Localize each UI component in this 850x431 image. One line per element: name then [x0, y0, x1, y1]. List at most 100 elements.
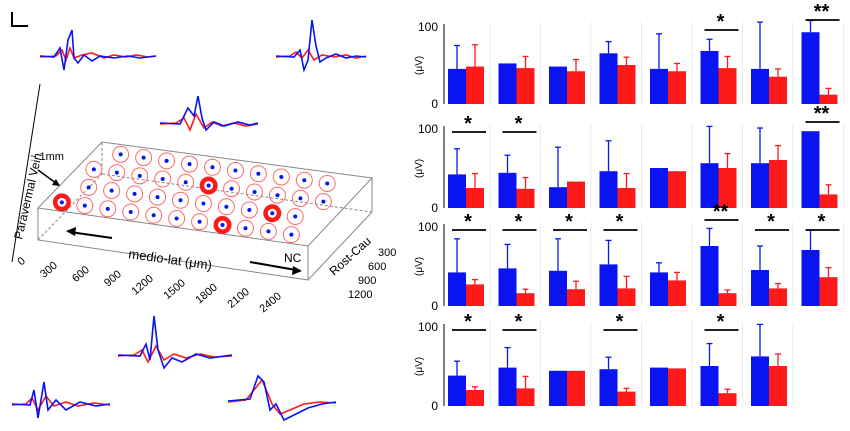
electrode	[282, 226, 300, 244]
electrode-dot	[256, 171, 261, 176]
bar-red	[668, 280, 686, 306]
y-tick-label: 0	[431, 399, 438, 413]
electrode-active-dot	[220, 222, 225, 227]
bar-red	[466, 284, 484, 306]
bar-red	[567, 181, 585, 208]
electrode	[99, 200, 117, 218]
electrode	[194, 195, 212, 213]
electrode-dot	[325, 181, 330, 186]
electrode-dot	[247, 207, 252, 212]
electrode-dot	[164, 158, 169, 163]
bar-red	[567, 289, 585, 306]
bar-blue	[498, 268, 517, 306]
array-box	[36, 141, 374, 281]
vein-label: Paravermal Vein	[11, 152, 44, 241]
mediolat-arrowhead-left	[66, 227, 76, 236]
electrode-dot	[141, 155, 146, 160]
significance-mark: *	[464, 211, 472, 233]
bar-red	[718, 293, 737, 306]
bar-red	[668, 171, 686, 208]
scale-bar	[11, 12, 28, 27]
electrode-panel: Paravermal Vein ~ 1mm medio-lat (μm) NC …	[11, 12, 396, 422]
significance-mark: *	[717, 311, 725, 333]
trace-middle	[159, 95, 259, 132]
electrode	[131, 167, 149, 185]
bar-blue	[751, 270, 769, 306]
electrode-dot	[293, 214, 298, 219]
mediolat-tick-label: 1800	[193, 282, 219, 307]
bar-red	[617, 391, 636, 406]
distance-label: ~ 1mm	[30, 151, 64, 163]
electrode-dot	[266, 229, 271, 234]
trace-bottom-right	[227, 374, 337, 422]
electrode	[149, 188, 167, 206]
bar-blue	[650, 272, 668, 306]
electrode	[286, 207, 304, 225]
electrode	[226, 162, 244, 180]
bar-blue	[599, 171, 618, 208]
significance-mark: *	[616, 311, 624, 333]
electrode-dot	[252, 189, 257, 194]
electrode	[135, 149, 153, 167]
bar-red	[769, 160, 787, 208]
electrode	[108, 164, 126, 182]
bar-blue	[700, 50, 719, 104]
significance-mark: **	[713, 201, 729, 223]
significance-mark: *	[515, 211, 523, 233]
electrode-dot	[298, 196, 303, 201]
bar-blue	[549, 270, 567, 306]
electrode	[154, 170, 172, 188]
significance-mark: **	[814, 1, 830, 23]
electrode	[318, 174, 336, 192]
electrode-dot	[201, 201, 206, 206]
mediolat-tick-label: 0	[16, 255, 28, 268]
mediolat-tick-label: 2400	[257, 290, 283, 315]
electrode	[112, 145, 130, 163]
bar-blue	[599, 264, 618, 306]
distance-arrowhead	[52, 179, 60, 186]
bar-blue	[549, 187, 567, 208]
bar-blue	[751, 163, 769, 208]
significance-mark: *	[565, 211, 573, 233]
bar-red	[819, 277, 838, 306]
significance-mark: **	[814, 103, 830, 125]
electrode-dot	[243, 226, 248, 231]
bar-red	[819, 194, 838, 208]
electrode-dot	[128, 210, 133, 215]
rostcau-label: Rost-Cau	[327, 234, 374, 278]
rostcau-tick-label: 300	[378, 247, 396, 259]
bar-red	[617, 65, 636, 104]
electrode-dot	[137, 173, 142, 178]
bar-red	[668, 71, 686, 104]
electrode-dot	[210, 165, 215, 170]
trace-bottom-left	[11, 381, 111, 419]
electrode-dot	[82, 203, 87, 208]
bar-red	[617, 288, 636, 306]
bar-red	[819, 94, 838, 104]
bar-blue	[448, 174, 466, 208]
electrode	[240, 201, 258, 219]
mediolat-ticks: 0 300 600 900 1200 1500 1800 2100 2400	[16, 255, 284, 315]
bar-red	[567, 370, 585, 406]
electrode	[259, 222, 277, 240]
y-axis-label: (μV)	[414, 56, 425, 75]
electrode	[85, 160, 103, 178]
electrode	[268, 186, 286, 204]
bar-red	[718, 68, 737, 104]
significance-mark: *	[515, 311, 523, 333]
y-axis-label: (μV)	[414, 357, 425, 376]
bar-red	[718, 168, 737, 208]
significance-mark: *	[818, 211, 826, 233]
bar-red	[516, 68, 535, 104]
electrode-dot	[155, 195, 160, 200]
bar-blue	[599, 369, 618, 406]
electrode-active-dot	[270, 211, 275, 216]
electrode-dot	[114, 170, 119, 175]
bar-blue	[549, 66, 567, 104]
y-tick-label: 100	[418, 320, 438, 334]
electrode-dot	[229, 186, 234, 191]
mediolat-tick-label: 2100	[225, 286, 251, 311]
